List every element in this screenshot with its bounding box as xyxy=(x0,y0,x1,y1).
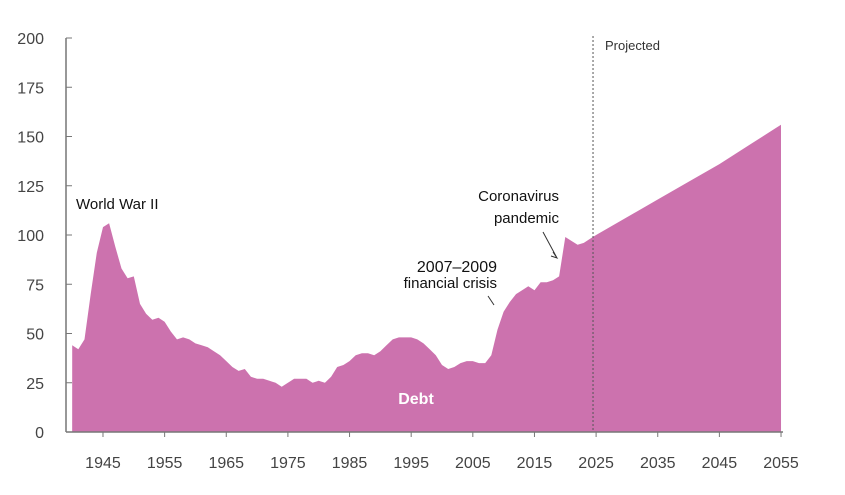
y-tick-label: 150 xyxy=(17,130,44,147)
x-tick-label: 2055 xyxy=(763,455,799,472)
covid-annotation-line2: pandemic xyxy=(494,210,560,227)
x-tick-label: 1995 xyxy=(393,455,429,472)
y-tick-label: 0 xyxy=(35,425,44,442)
y-tick-label: 50 xyxy=(26,327,44,344)
x-tick-label: 2045 xyxy=(702,455,738,472)
covid-annotation-line1: Coronavirus xyxy=(478,188,559,205)
y-tick-label: 25 xyxy=(26,376,44,393)
y-tick-label: 75 xyxy=(26,277,44,294)
x-tick-label: 2005 xyxy=(455,455,491,472)
y-tick-label: 100 xyxy=(17,228,44,245)
x-tick-label: 1975 xyxy=(270,455,306,472)
crisis-annotation-line1: 2007–2009 xyxy=(417,259,497,276)
y-tick-label: 125 xyxy=(17,179,44,196)
covid-arrow xyxy=(542,231,559,259)
y-tick-label: 175 xyxy=(17,80,44,97)
x-tick-label: 2025 xyxy=(578,455,614,472)
debt-area xyxy=(72,124,782,432)
crisis-arrow xyxy=(487,295,495,306)
debt-series-label: Debt xyxy=(398,391,434,408)
x-tick-label: 2035 xyxy=(640,455,676,472)
x-tick-label: 1985 xyxy=(332,455,368,472)
y-tick-label: 200 xyxy=(17,31,44,48)
x-tick-label: 1965 xyxy=(208,455,244,472)
x-tick-label: 1945 xyxy=(85,455,121,472)
crisis-annotation-line2: financial crisis xyxy=(404,275,497,292)
x-tick-label: 1955 xyxy=(147,455,183,472)
x-tick-label: 2015 xyxy=(517,455,553,472)
wwii-annotation: World War II xyxy=(76,196,159,213)
projected-label: Projected xyxy=(605,38,660,53)
